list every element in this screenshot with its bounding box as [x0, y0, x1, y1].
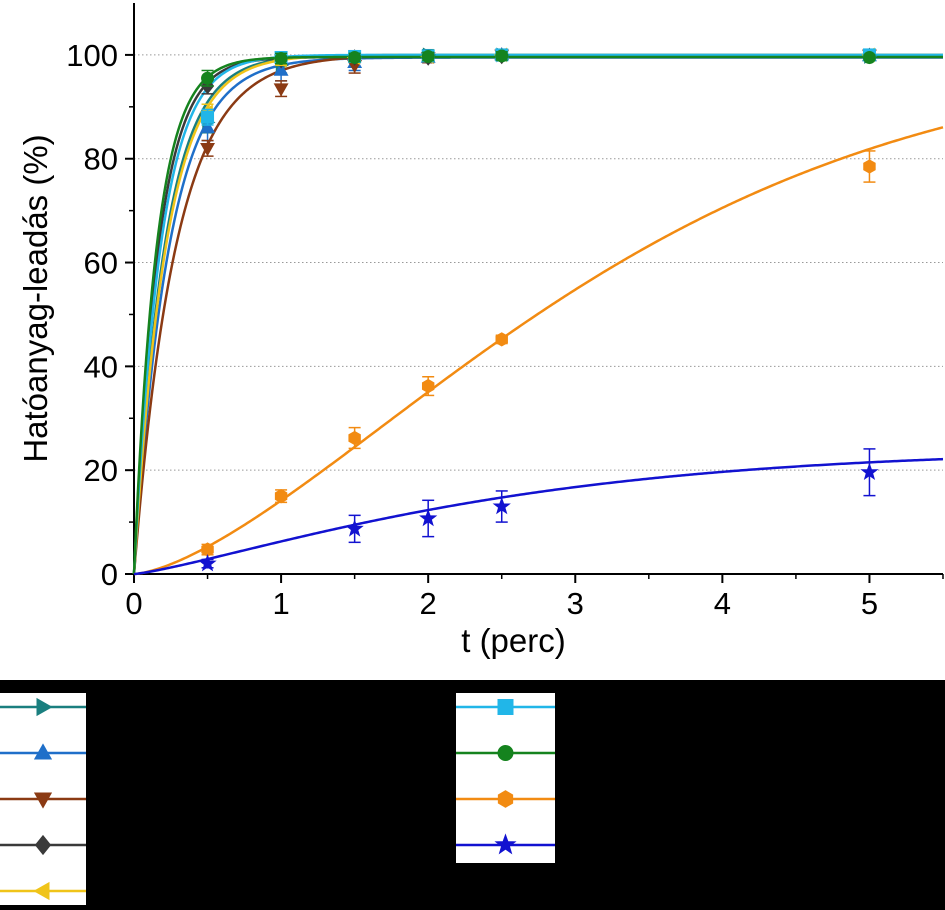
series-2-points	[200, 49, 877, 157]
data-point	[419, 508, 438, 527]
legend-entry	[0, 881, 86, 901]
series-7-points	[201, 150, 876, 557]
legend-marker	[497, 699, 514, 715]
series-3-fit-line	[132, 55, 943, 575]
legend-entry	[456, 699, 555, 715]
legend-entry	[0, 697, 86, 717]
legend-marker	[494, 833, 517, 855]
x-tick-label-0: 0	[125, 586, 142, 621]
legend-right	[456, 693, 555, 863]
legend-entry	[0, 743, 86, 760]
x-tick-label-5: 5	[861, 586, 878, 621]
data-point	[201, 110, 215, 124]
data-point	[863, 159, 876, 174]
data-point	[495, 49, 509, 63]
plot-frame: 0 20 40 60 80 100 0 1 2 3 4 5 t (perc) Hatóanyag-lead…	[0, 0, 945, 680]
legend-entry	[456, 745, 555, 761]
legend-marker	[36, 697, 53, 717]
data-point	[273, 62, 289, 76]
data-point	[273, 83, 289, 97]
x-tick-label-4: 4	[714, 586, 731, 621]
legend-marker	[33, 881, 50, 901]
legend-marker	[33, 792, 53, 809]
data-point	[348, 51, 362, 65]
series-8-points	[198, 448, 879, 572]
data-point	[200, 143, 216, 157]
legend-right-symbols	[456, 699, 555, 855]
data-point	[201, 71, 215, 85]
data-point	[860, 462, 879, 481]
y-tick-label-40: 40	[84, 349, 118, 384]
data-point	[421, 49, 435, 63]
legend-marker	[497, 745, 514, 761]
y-tick-label-100: 100	[66, 38, 118, 73]
data-point	[345, 519, 364, 537]
data-point	[492, 496, 511, 515]
legend-marker	[497, 790, 514, 808]
x-tick-label-2: 2	[420, 586, 437, 621]
legend-marker	[34, 834, 52, 856]
series-6-fit-line	[132, 55, 943, 575]
x-axis-title: t (perc)	[461, 622, 566, 659]
data-point	[274, 488, 288, 504]
y-tick-label-60: 60	[84, 246, 118, 281]
legend-entry	[0, 834, 86, 856]
series-4-points	[199, 47, 876, 121]
data-point	[862, 51, 876, 65]
x-tick-label-1: 1	[272, 586, 289, 621]
legend-entry	[0, 792, 86, 809]
data-point	[200, 119, 216, 133]
data-point	[274, 52, 288, 66]
series-7-fit-line	[133, 126, 944, 576]
series-6-points	[201, 49, 876, 87]
data-point	[348, 430, 361, 446]
legend-left-symbols	[0, 697, 86, 901]
legend-entry	[456, 833, 555, 855]
data-point	[495, 332, 508, 347]
x-tick-label-3: 3	[567, 586, 584, 621]
data-point	[421, 378, 435, 394]
series-5-points	[201, 48, 876, 126]
series-8-fit-line	[133, 457, 944, 576]
legend-marker	[33, 743, 53, 760]
release-chart: 0 20 40 60 80 100 0 1 2 3 4 5 t (perc) Hatóanyag-lead…	[17, 3, 944, 659]
y-tick-label-0: 0	[101, 557, 118, 592]
y-tick-label-20: 20	[84, 453, 118, 488]
legend-left	[0, 693, 86, 905]
legend-entry	[456, 790, 555, 808]
series-1-fit-line	[132, 56, 943, 575]
y-tick-label-80: 80	[84, 142, 118, 177]
y-axis-title: Hatóanyag-leadás (%)	[17, 134, 54, 462]
data-point	[198, 554, 217, 572]
